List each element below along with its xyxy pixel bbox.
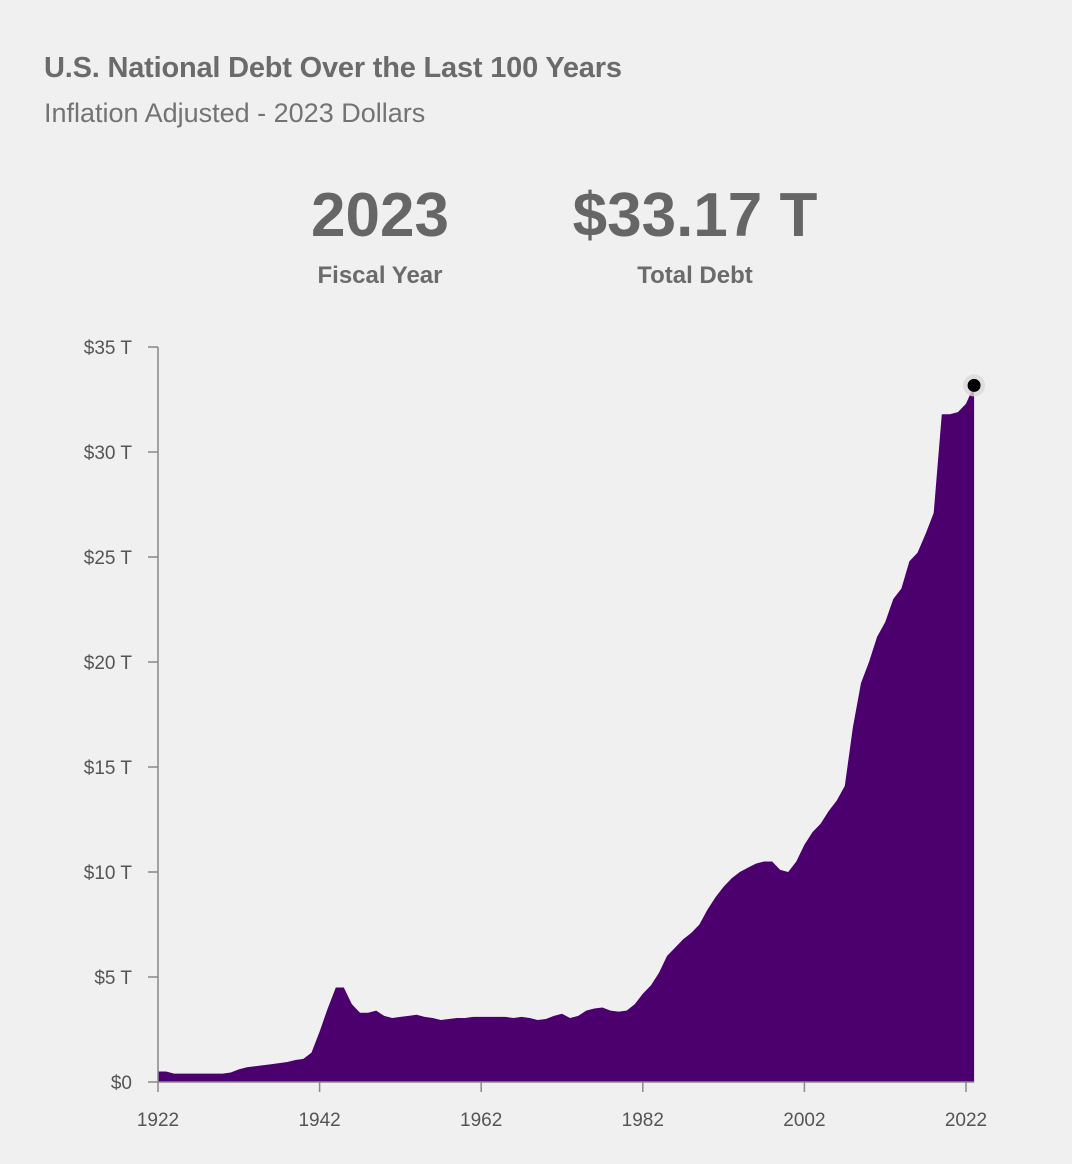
chart-title: U.S. National Debt Over the Last 100 Yea…: [44, 52, 622, 84]
y-tick-label: $35 T: [84, 338, 133, 359]
axis-layer: $0 $5 T $10 T $15 T $20 T $25 T $30 T $35 T 1922…: [84, 338, 987, 1131]
total-debt-label: Total Debt: [637, 262, 753, 289]
y-tick-label: $0: [111, 1073, 132, 1094]
area-layer: [158, 385, 975, 1082]
fiscal-year-label: Fiscal Year: [317, 262, 443, 289]
y-tick-label: $5 T: [94, 968, 132, 989]
fiscal-year-value: 2023: [311, 181, 449, 250]
y-tick-label: $30 T: [84, 443, 133, 464]
x-tick-label: 1962: [460, 1110, 502, 1131]
x-tick-label: 1982: [622, 1110, 664, 1131]
fiscal-year-stat: 2023 Fiscal Year: [280, 178, 480, 290]
total-debt-stat: $33.17 T Total Debt: [545, 178, 845, 290]
chart-subtitle: Inflation Adjusted - 2023 Dollars: [44, 98, 426, 128]
x-tick-label: 1922: [137, 1110, 179, 1131]
debt-area-series: [158, 385, 975, 1082]
y-tick-label: $20 T: [84, 653, 133, 674]
y-tick-label: $25 T: [84, 548, 133, 569]
total-debt-value: $33.17 T: [572, 181, 818, 250]
highlight-marker-point[interactable]: [967, 378, 981, 392]
x-tick-label: 2002: [783, 1110, 825, 1131]
x-tick-label: 2022: [945, 1110, 987, 1131]
y-tick-label: $10 T: [84, 863, 133, 884]
y-tick-label: $15 T: [84, 758, 133, 779]
x-tick-label: 1942: [298, 1110, 340, 1131]
marker-layer: [963, 374, 986, 397]
